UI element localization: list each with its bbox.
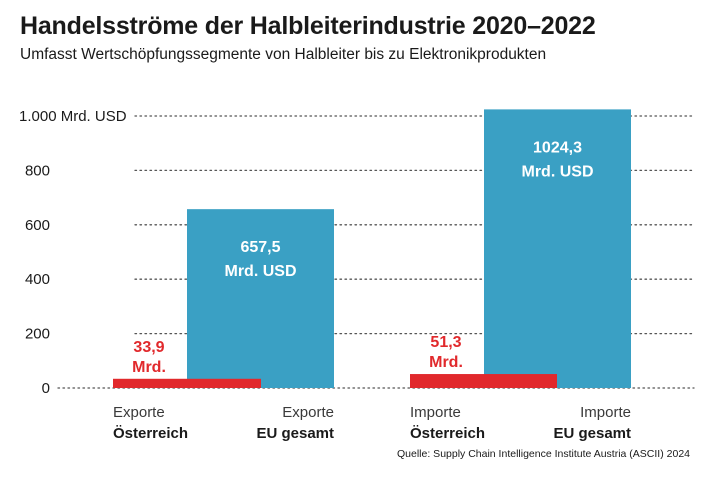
data-label-value: 1024,3 <box>533 139 582 156</box>
category-label-line1: Exporte <box>113 404 165 421</box>
y-tick-label: 600 <box>25 217 50 234</box>
data-label-unit: Mrd. <box>132 359 166 376</box>
data-label-unit: Mrd. USD <box>522 163 594 180</box>
y-tick-label: 1.000 Mrd. USD <box>19 108 127 125</box>
y-tick-label: 800 <box>25 162 50 179</box>
y-axis-ticks: 0 200 400 600 800 1.000 Mrd. USD <box>19 108 127 397</box>
bar-importe-eu <box>484 109 631 388</box>
category-label-line1: Exporte <box>282 404 334 421</box>
data-label-value: 51,3 <box>430 334 461 351</box>
y-tick-label: 400 <box>25 271 50 288</box>
source-note: Quelle: Supply Chain Intelligence Instit… <box>397 448 690 460</box>
category-label-line2: EU gesamt <box>553 425 631 442</box>
chart-title: Handelsströme der Halbleiterindustrie 20… <box>20 12 596 40</box>
category-label-line2: Österreich <box>410 425 485 442</box>
data-labels: 33,9 Mrd. 657,5 Mrd. USD 51,3 Mrd. 1024,3 Mrd. … <box>132 139 593 375</box>
category-label-line2: EU gesamt <box>256 425 334 442</box>
chart-subtitle: Umfasst Wertschöpfungssegmente von Halbl… <box>20 46 547 63</box>
bar-exporte-oesterreich <box>113 378 261 388</box>
bar-importe-oesterreich <box>410 374 557 388</box>
category-label-line1: Importe <box>410 404 461 421</box>
category-labels: Exporte Österreich Exporte EU gesamt Importe… <box>113 404 631 442</box>
category-label-line2: Österreich <box>113 425 188 442</box>
category-label-line1: Importe <box>580 404 631 421</box>
bars <box>113 109 631 388</box>
data-label-value: 657,5 <box>240 239 280 256</box>
data-label-value: 33,9 <box>133 339 164 356</box>
data-label-unit: Mrd. USD <box>225 263 297 280</box>
bar-exporte-eu <box>187 209 334 388</box>
y-tick-label: 200 <box>25 326 50 343</box>
y-tick-label: 0 <box>42 380 50 397</box>
data-label-unit: Mrd. <box>429 354 463 371</box>
